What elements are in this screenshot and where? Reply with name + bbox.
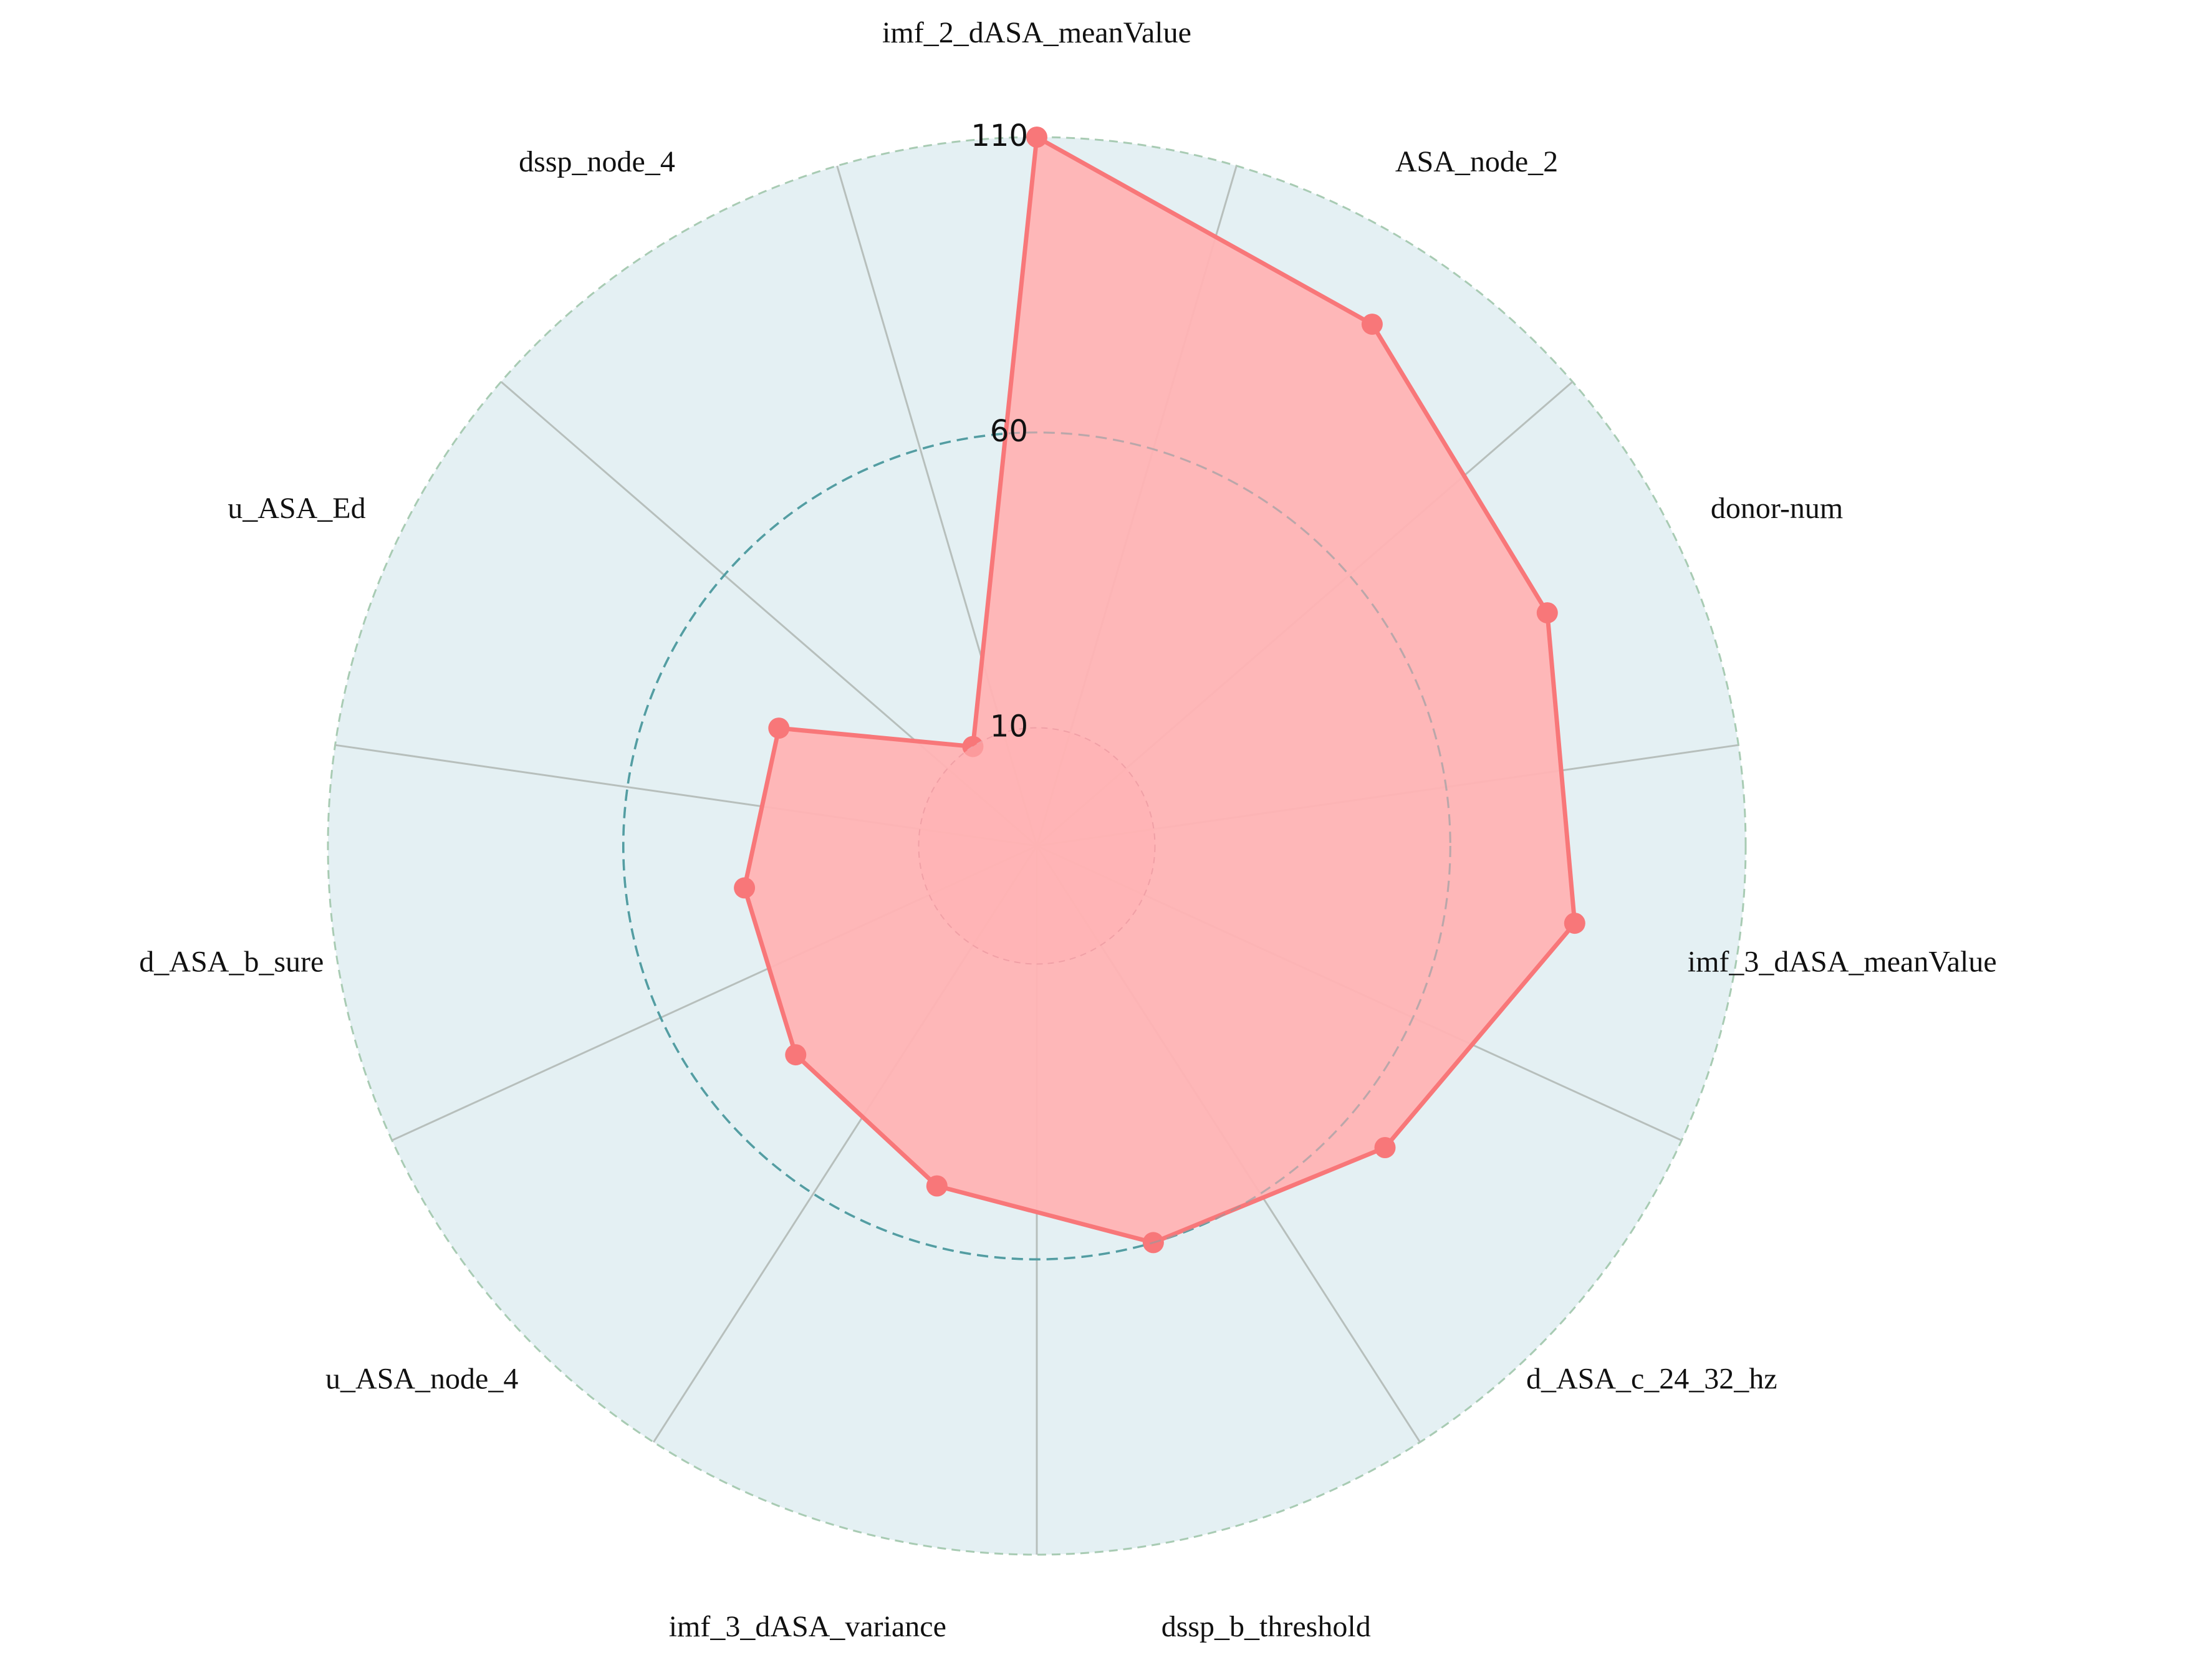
category-label: dssp_b_threshold — [1161, 1610, 1371, 1643]
r-tick-label: 60 — [990, 414, 1028, 449]
grid-rings-overlay — [622, 431, 1451, 1260]
category-label: u_ASA_Ed — [228, 492, 365, 525]
series-point — [785, 1044, 807, 1066]
category-label: imf_3_dASA_variance — [669, 1610, 946, 1643]
series-group — [734, 127, 1585, 1254]
category-label: ASA_node_2 — [1395, 145, 1558, 178]
category-label: imf_2_dASA_meanValue — [882, 16, 1191, 49]
center-disc — [918, 727, 1156, 965]
r-tick-label: 110 — [971, 118, 1028, 153]
series-point — [1374, 1137, 1396, 1158]
category-label: donor-num — [1711, 492, 1843, 525]
r-tick-label: 10 — [990, 709, 1028, 744]
series-point — [1564, 913, 1585, 934]
category-label: d_ASA_b_sure — [139, 946, 324, 979]
category-label: u_ASA_node_4 — [325, 1363, 518, 1396]
radial-tick-labels: 10 60 110 — [971, 118, 1028, 744]
series-area — [742, 135, 1577, 1245]
series-point — [1026, 127, 1047, 148]
category-label: d_ASA_c_24_32_hz — [1526, 1363, 1777, 1396]
series-point — [1536, 602, 1558, 624]
series-point — [734, 877, 756, 899]
series-point — [926, 1175, 948, 1197]
grid-ring-60-overlay — [622, 431, 1451, 1260]
category-label: dssp_node_4 — [519, 145, 675, 178]
series-point — [1361, 314, 1383, 335]
category-labels: imf_2_dASA_meanValue ASA_node_2 donor-num i… — [139, 16, 1996, 1643]
category-label: imf_3_dASA_meanValue — [1688, 946, 1997, 979]
series-point — [768, 717, 790, 739]
